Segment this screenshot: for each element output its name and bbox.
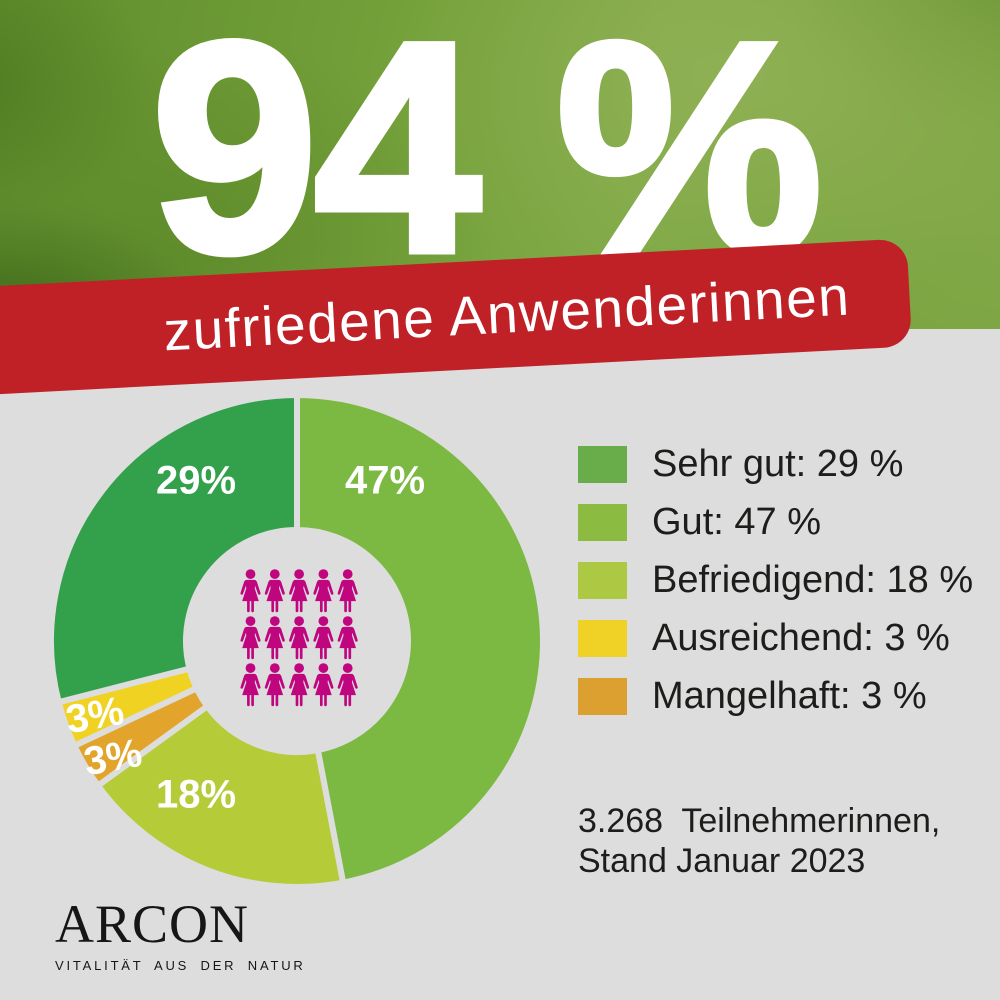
slice-label-gut: 47% xyxy=(344,458,426,503)
participants-line1: 3.268 Teilnehmerinnen, xyxy=(578,802,941,840)
female-person-icon xyxy=(337,569,358,613)
female-person-icon xyxy=(240,569,261,613)
donut-chart-svg xyxy=(48,391,546,890)
female-person-icon xyxy=(313,663,334,707)
female-person-icon xyxy=(313,569,334,613)
slice-label-befriedigend: 18% xyxy=(155,772,237,817)
legend-swatch xyxy=(578,562,627,599)
brand: ARCON VITALITÄT AUS DER NATUR xyxy=(55,894,306,973)
female-person-icon xyxy=(240,616,261,660)
legend-row: Ausreichend: 3 % xyxy=(578,617,973,659)
female-person-icon xyxy=(264,616,285,660)
female-person-icon xyxy=(289,663,310,707)
female-person-icon xyxy=(289,569,310,613)
pie-slices xyxy=(48,391,546,890)
legend-swatch xyxy=(578,446,627,483)
banner-label: zufriedene Anwenderinnen xyxy=(162,264,852,363)
brand-tagline: VITALITÄT AUS DER NATUR xyxy=(55,958,306,973)
legend-row: Mangelhaft: 3 % xyxy=(578,675,973,717)
pie-slice-sehr-gut xyxy=(48,391,300,706)
brand-logo: ARCON xyxy=(55,894,250,954)
female-person-icon xyxy=(264,663,285,707)
legend-swatch xyxy=(578,620,627,657)
legend-label: Gut: 47 % xyxy=(652,501,821,543)
legend-label: Ausreichend: 3 % xyxy=(652,617,950,659)
pie-slice-befriedigend xyxy=(93,702,347,890)
legend-label: Mangelhaft: 3 % xyxy=(652,675,927,717)
pie-slice-gut xyxy=(294,391,546,887)
slice-label-sehr-gut: 29% xyxy=(155,458,237,503)
center-icons-grid xyxy=(240,569,358,707)
legend-row: Gut: 47 % xyxy=(578,501,973,543)
female-person-icon xyxy=(289,616,310,660)
participants-note: 3.268 Teilnehmerinnen, Stand Januar 2023 xyxy=(578,801,940,881)
legend-row: Sehr gut: 29 % xyxy=(578,443,973,485)
legend-swatch xyxy=(578,504,627,541)
legend-row: Befriedigend: 18 % xyxy=(578,559,974,601)
female-person-icon xyxy=(240,663,261,707)
participants-line2: Stand Januar 2023 xyxy=(578,842,866,880)
female-person-icon xyxy=(264,569,285,613)
female-person-icon xyxy=(313,616,334,660)
legend-label: Sehr gut: 29 % xyxy=(652,443,904,485)
legend-label: Befriedigend: 18 % xyxy=(652,559,974,601)
legend-swatch xyxy=(578,678,627,715)
legend: Sehr gut: 29 % Gut: 47 % Befriedigend: 18 … xyxy=(578,443,974,736)
female-person-icon xyxy=(337,663,358,707)
female-person-icon xyxy=(337,616,358,660)
donut-chart: 29% 47% 3% 3% 18% xyxy=(47,391,547,891)
